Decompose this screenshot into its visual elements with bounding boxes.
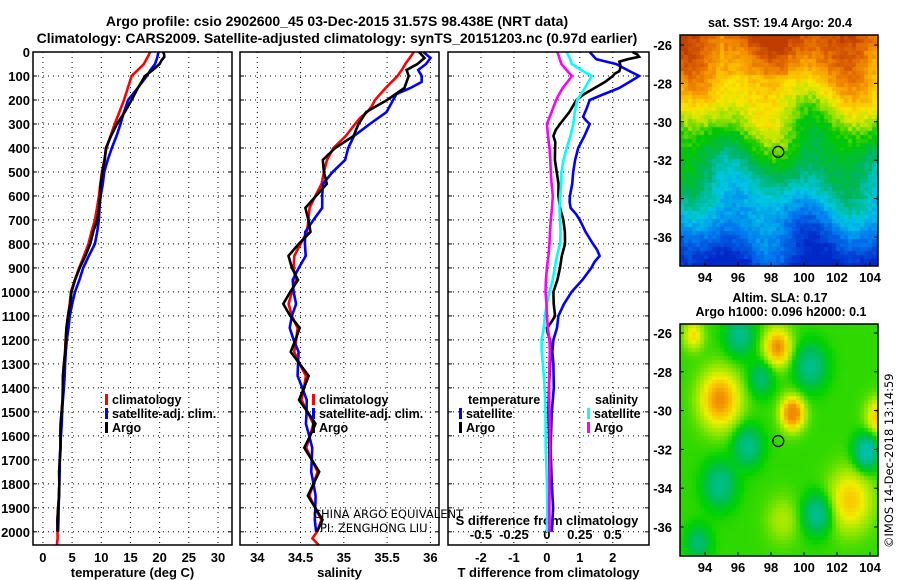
sst-map-image <box>680 35 878 266</box>
legend-label: satellite-adj. clim. <box>319 407 423 421</box>
x-tick-label: 10 <box>94 550 108 565</box>
legend-title-salinity: salinity <box>595 393 638 407</box>
legend-swatch <box>312 394 315 405</box>
depth-tick-label: 0 <box>23 45 30 60</box>
s-tick-label: 0.5 <box>604 527 622 542</box>
legend-label: satellite-adj. clim. <box>112 407 216 421</box>
depth-tick-label: 1500 <box>1 405 30 420</box>
depth-tick-label: 1700 <box>1 453 30 468</box>
x-tick-label: 34 <box>250 550 265 565</box>
depth-tick-label: 1000 <box>1 285 30 300</box>
x-tick-label: 5 <box>68 550 75 565</box>
credit-line1: CHINA ARGO EQUIVALENT <box>313 507 464 521</box>
x-axis-label: temperature (deg C) <box>71 565 195 580</box>
x-tick-label: -2 <box>475 550 487 565</box>
legend-swatch <box>105 422 108 433</box>
x-tick-label: -1 <box>508 550 520 565</box>
x-tick-label: 20 <box>152 550 166 565</box>
depth-tick-label: 1400 <box>1 381 30 396</box>
x-tick-label: 36 <box>423 550 437 565</box>
legend-label: Argo <box>319 421 349 435</box>
depth-tick-label: 700 <box>8 213 30 228</box>
legend-label: Argo <box>466 421 496 435</box>
legend-swatch <box>459 408 462 419</box>
plot-frame <box>239 51 440 546</box>
depth-tick-label: 200 <box>8 93 30 108</box>
timestamp-label: ©IMOS 14-Dec-2018 13:14:59 <box>882 373 896 548</box>
panel-difference: -2 -1 0 1 2T difference from climatology -0.5… <box>447 50 650 580</box>
plot-frame <box>447 51 650 546</box>
x-tick-label: 0 <box>39 550 46 565</box>
sla-map-image <box>680 324 878 556</box>
depth-tick-label: 1900 <box>1 501 30 516</box>
series-line-argo <box>281 51 427 533</box>
depth-tick-label: 1800 <box>1 477 30 492</box>
s-tick-label: 0 <box>543 527 550 542</box>
depth-tick-label: 1300 <box>1 357 30 372</box>
x-tick-label: 30 <box>211 550 225 565</box>
legend-swatch <box>105 408 108 419</box>
series-line-climatology <box>287 51 415 546</box>
x-tick-label: 35.5 <box>374 550 399 565</box>
depth-tick-label: 600 <box>8 189 30 204</box>
legend-label: climatology <box>319 393 389 407</box>
legend-label: satellite <box>594 407 641 421</box>
legend-swatch <box>587 422 590 433</box>
legend-label: climatology <box>112 393 182 407</box>
x-tick-label: 25 <box>182 550 196 565</box>
plot-frame <box>32 51 233 546</box>
x-tick-label: 15 <box>123 550 137 565</box>
legend-label: Argo <box>594 421 624 435</box>
series-line-s-satellite <box>540 51 594 532</box>
legend-swatch <box>312 422 315 433</box>
legend-swatch <box>105 394 108 405</box>
legend-swatch <box>312 408 315 419</box>
depth-tick-label: 800 <box>8 237 30 252</box>
panel-salinity: 34 34.5 35 35.5 36 salinity climatologysatelli… <box>239 51 440 580</box>
x-tick-label: 34.5 <box>288 550 313 565</box>
figure-title-line1: Argo profile: csio 2902600_45 03-Dec-201… <box>106 13 568 29</box>
depth-tick-label: 300 <box>8 117 30 132</box>
credit-line2: PI: ZENGHONG LIU <box>320 521 428 535</box>
legend-swatch <box>459 422 462 433</box>
legend-label: Argo <box>112 421 142 435</box>
x-tick-label: 2 <box>609 550 616 565</box>
series-line-satellite-adj-clim- <box>288 51 433 532</box>
s-tick-label: 0.25 <box>567 527 592 542</box>
depth-tick-label: 1100 <box>2 309 30 324</box>
s-tick-label: -0.25 <box>499 527 529 542</box>
depth-tick-label: 2000 <box>1 525 30 540</box>
series-line-t-satellite <box>549 51 642 532</box>
depth-tick-label: 1200 <box>1 333 30 348</box>
depth-tick-label: 900 <box>8 261 30 276</box>
x-tick-label: 0 <box>543 550 550 565</box>
x-axis-label: salinity <box>317 565 363 580</box>
x-tick-label: 1 <box>576 550 583 565</box>
legend-swatch <box>587 408 590 419</box>
depth-tick-label: 400 <box>8 141 30 156</box>
depth-tick-label: 1600 <box>1 429 30 444</box>
figure-title-line2: Climatology: CARS2009. Satellite-adjuste… <box>37 30 638 46</box>
depth-tick-label: 100 <box>8 69 30 84</box>
series-line-s-argo <box>544 51 574 532</box>
depth-tick-label: 500 <box>8 165 30 180</box>
x-tick-label: 35 <box>337 550 351 565</box>
s-tick-label: -0.5 <box>470 527 492 542</box>
x-axis-label: T difference from climatology <box>457 565 640 580</box>
panel-temperature: 0100200300400500600700800900100011001200… <box>1 45 233 580</box>
legend-title-temperature: temperature <box>468 393 540 407</box>
series-line-argo <box>56 51 166 532</box>
legend-label: satellite <box>466 407 513 421</box>
